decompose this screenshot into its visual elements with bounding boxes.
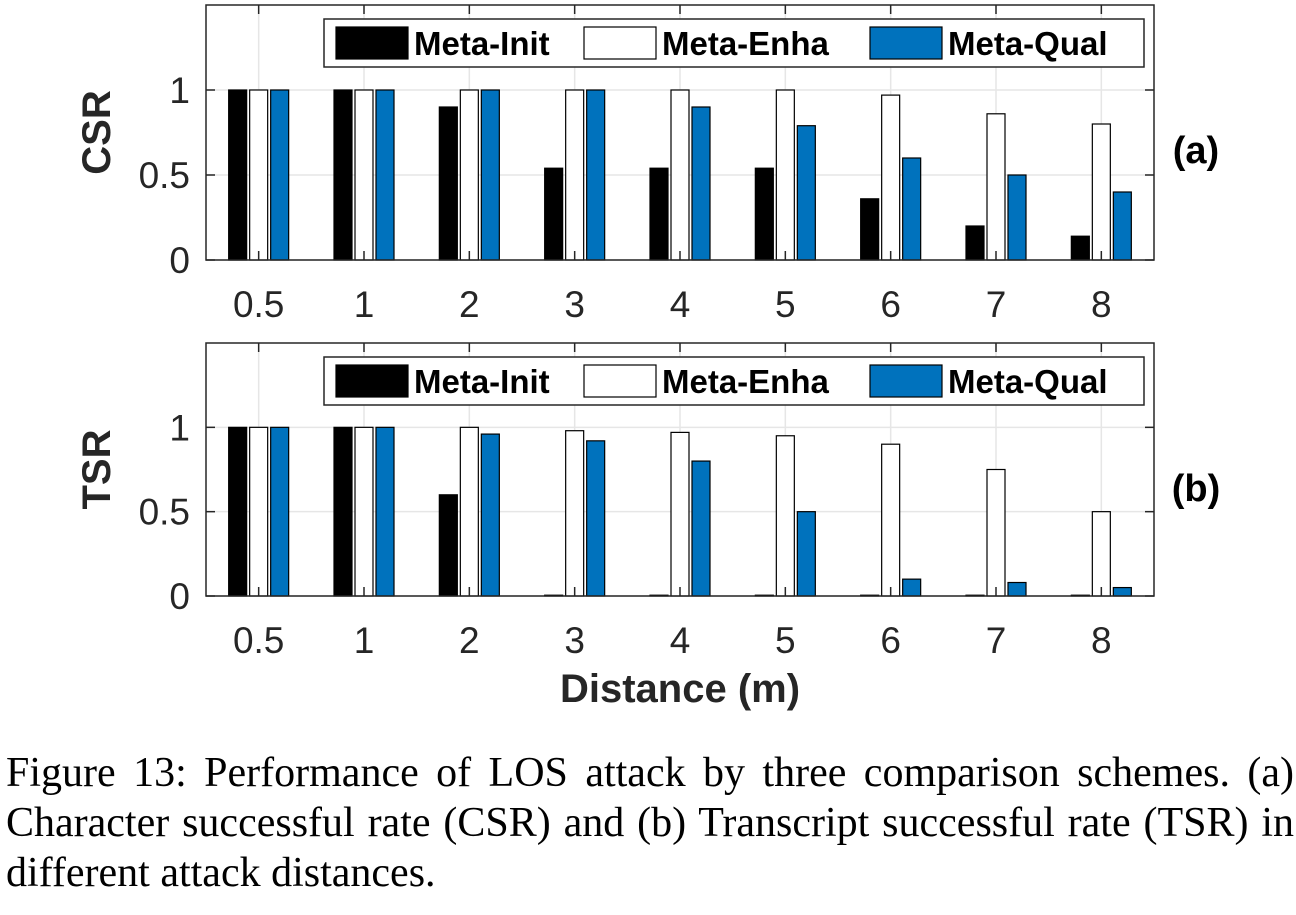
- bar-meta-enha-6: [881, 94, 901, 261]
- bar-meta-init-0.5: [228, 426, 248, 597]
- x-tick-label: 8: [1091, 284, 1112, 325]
- bar-meta-enha-6: [881, 443, 901, 597]
- x-tick-label: 6: [880, 620, 901, 661]
- bar-meta-qual-3: [586, 440, 606, 597]
- bar-meta-qual-6: [902, 157, 922, 261]
- y-tick-label: 1: [169, 70, 190, 111]
- legend-entry-meta-init: Meta-Init: [414, 25, 550, 62]
- y-axis-label: CSR: [75, 90, 119, 175]
- bar-meta-qual-7: [1007, 174, 1027, 261]
- legend-swatch-meta-init: [335, 364, 409, 398]
- bar-meta-init-6: [860, 198, 880, 261]
- x-tick-label: 2: [459, 284, 480, 325]
- legend-swatch-meta-enha: [583, 364, 657, 398]
- bar-meta-qual-7: [1007, 581, 1027, 597]
- bar-meta-qual-1: [375, 426, 395, 597]
- bar-meta-enha-8: [1091, 123, 1111, 261]
- bar-meta-qual-8: [1112, 191, 1132, 261]
- bar-meta-enha-7: [986, 468, 1006, 597]
- bar-meta-enha-1: [354, 89, 374, 261]
- bar-meta-qual-8: [1112, 586, 1132, 597]
- bar-meta-init-1: [333, 89, 353, 261]
- x-tick-label: 7: [986, 620, 1007, 661]
- bar-meta-enha-2: [459, 426, 479, 597]
- bar-meta-qual-0.5: [270, 89, 290, 261]
- x-tick-label: 3: [564, 284, 585, 325]
- panel-label: (b): [1172, 468, 1221, 510]
- bar-meta-enha-5: [775, 435, 795, 597]
- bar-meta-enha-1: [354, 426, 374, 597]
- x-tick-label: 5: [775, 284, 796, 325]
- bar-meta-init-1: [333, 426, 353, 597]
- y-tick-label: 0: [169, 240, 190, 281]
- bar-meta-qual-5: [796, 125, 816, 261]
- legend-swatch-meta-init: [335, 26, 409, 60]
- bar-meta-enha-4: [670, 431, 690, 597]
- bar-meta-enha-3: [565, 430, 585, 597]
- bar-meta-qual-0.5: [270, 426, 290, 597]
- y-tick-label: 0.5: [139, 492, 190, 533]
- bar-meta-init-5: [754, 167, 774, 261]
- x-tick-label: 8: [1091, 620, 1112, 661]
- x-tick-label: 2: [459, 620, 480, 661]
- legend-entry-meta-qual: Meta-Qual: [948, 25, 1108, 62]
- x-tick-label: 4: [670, 284, 691, 325]
- x-tick-label: 1: [354, 284, 375, 325]
- bar-meta-enha-8: [1091, 511, 1111, 597]
- legend-entry-meta-qual: Meta-Qual: [948, 363, 1108, 400]
- y-axis-label: TSR: [75, 429, 119, 509]
- bar-meta-qual-3: [586, 89, 606, 261]
- bar-meta-init-8: [1070, 235, 1090, 261]
- legend-swatch-meta-qual: [869, 26, 943, 60]
- legend-box: [323, 356, 1145, 406]
- legend-entry-meta-enha: Meta-Enha: [662, 363, 830, 400]
- figure-caption: Figure 13: Performance of LOS attack by …: [6, 750, 1294, 896]
- bar-meta-init-2: [438, 494, 458, 597]
- x-tick-label: 0.5: [233, 284, 284, 325]
- bar-meta-qual-2: [480, 433, 500, 597]
- legend-entry-meta-init: Meta-Init: [414, 363, 550, 400]
- bar-meta-qual-1: [375, 89, 395, 261]
- bar-meta-enha-7: [986, 113, 1006, 261]
- bar-meta-qual-2: [480, 89, 500, 261]
- bar-meta-qual-5: [796, 511, 816, 597]
- y-tick-label: 0.5: [139, 155, 190, 196]
- x-tick-label: 5: [775, 620, 796, 661]
- bar-meta-init-3: [544, 167, 564, 261]
- bar-meta-enha-4: [670, 89, 690, 261]
- y-tick-label: 1: [169, 407, 190, 448]
- legend-entry-meta-enha: Meta-Enha: [662, 25, 830, 62]
- bar-meta-init-0.5: [228, 89, 248, 261]
- bar-meta-enha-2: [459, 89, 479, 261]
- bar-meta-enha-0.5: [249, 426, 269, 597]
- x-tick-label: 4: [670, 620, 691, 661]
- x-tick-label: 0.5: [233, 620, 284, 661]
- legend-box: [323, 18, 1145, 68]
- x-axis-label: Distance (m): [560, 667, 800, 711]
- panel-label: (a): [1173, 130, 1219, 172]
- x-tick-label: 1: [354, 620, 375, 661]
- bar-meta-qual-4: [691, 106, 711, 261]
- legend-swatch-meta-qual: [869, 364, 943, 398]
- figure: 0 0.5 1 0.5 1 2 3 4 5 6 7 8 CSR (a) Meta-Init Meta-Enha…: [75, 4, 1221, 711]
- y-tick-label: 0: [169, 576, 190, 617]
- bar-meta-enha-5: [775, 89, 795, 261]
- x-tick-label: 6: [880, 284, 901, 325]
- bar-meta-qual-6: [902, 578, 922, 597]
- bar-meta-qual-4: [691, 460, 711, 597]
- bar-meta-init-7: [965, 225, 985, 261]
- bar-meta-enha-0.5: [249, 89, 269, 261]
- x-tick-label: 7: [986, 284, 1007, 325]
- x-tick-label: 3: [564, 620, 585, 661]
- bar-meta-init-4: [649, 167, 669, 261]
- bar-meta-init-2: [438, 106, 458, 261]
- legend-swatch-meta-enha: [583, 26, 657, 60]
- bar-meta-enha-3: [565, 89, 585, 261]
